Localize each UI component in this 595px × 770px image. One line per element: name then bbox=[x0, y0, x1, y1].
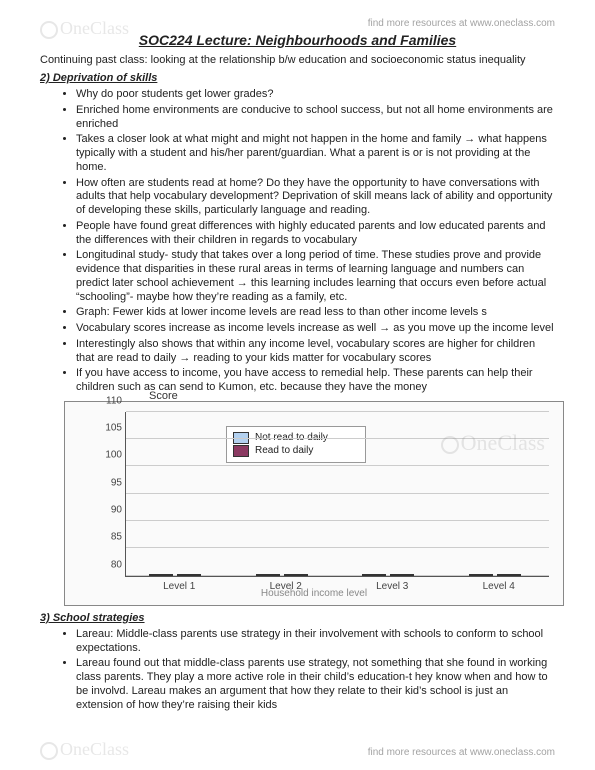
chart-legend: Not read to dailyRead to daily bbox=[226, 426, 366, 463]
chart-gridline bbox=[126, 438, 549, 439]
chart-ytick: 80 bbox=[96, 559, 122, 570]
chart-bar bbox=[390, 574, 414, 576]
list-item: Why do poor students get lower grades? bbox=[76, 88, 555, 102]
chart-x-label: Household income level bbox=[65, 588, 563, 599]
chart-bar bbox=[362, 574, 386, 576]
vocabulary-chart: Score Not read to dailyRead to daily 808… bbox=[64, 401, 564, 606]
chart-legend-item: Read to daily bbox=[233, 445, 359, 457]
section-2-bullets: Why do poor students get lower grades? En… bbox=[40, 88, 555, 395]
list-item: Longitudinal study- study that takes ove… bbox=[76, 249, 555, 304]
chart-bar bbox=[149, 574, 173, 576]
page-title: SOC224 Lecture: Neighbourhoods and Famil… bbox=[40, 32, 555, 48]
chart-plot-area: Not read to dailyRead to daily 808590951… bbox=[125, 412, 549, 577]
chart-ytick: 95 bbox=[96, 477, 122, 488]
resources-link-top: find more resources at www.oneclass.com bbox=[368, 18, 555, 29]
chart-bar bbox=[177, 574, 201, 576]
chart-gridline bbox=[126, 411, 549, 412]
list-item: Interestingly also shows that within any… bbox=[76, 338, 555, 366]
section-3-heading: 3) School strategies bbox=[40, 612, 555, 624]
intro-text: Continuing past class: looking at the re… bbox=[40, 54, 555, 66]
chart-ytick: 85 bbox=[96, 532, 122, 543]
logo-circle-icon bbox=[40, 742, 58, 760]
chart-bar bbox=[469, 574, 493, 576]
chart-ytick: 105 bbox=[96, 423, 122, 434]
legend-swatch-icon bbox=[233, 445, 249, 457]
chart-ytick: 100 bbox=[96, 450, 122, 461]
section-3-bullets: Lareau: Middle-class parents use strateg… bbox=[40, 628, 555, 713]
page: OneClass find more resources at www.onec… bbox=[0, 0, 595, 770]
chart-gridline bbox=[126, 520, 549, 521]
chart-score-label: Score bbox=[149, 390, 178, 402]
chart-bar bbox=[497, 574, 521, 576]
brand-watermark-bottom: OneClass bbox=[40, 739, 129, 760]
list-item: Vocabulary scores increase as income lev… bbox=[76, 322, 555, 336]
chart-gridline bbox=[126, 465, 549, 466]
list-item: If you have access to income, you have a… bbox=[76, 367, 555, 395]
list-item: Graph: Fewer kids at lower income levels… bbox=[76, 306, 555, 320]
chart-gridline bbox=[126, 547, 549, 548]
list-item: How often are students read at home? Do … bbox=[76, 177, 555, 218]
resources-link-bottom: find more resources at www.oneclass.com bbox=[368, 747, 555, 758]
list-item: Enriched home environments are conducive… bbox=[76, 104, 555, 132]
list-item: Lareau: Middle-class parents use strateg… bbox=[76, 628, 555, 656]
list-item: Takes a closer look at what might and mi… bbox=[76, 133, 555, 174]
chart-ytick: 110 bbox=[96, 395, 122, 406]
chart-ytick: 90 bbox=[96, 505, 122, 516]
legend-label: Read to daily bbox=[255, 445, 313, 456]
list-item: People have found great differences with… bbox=[76, 220, 555, 248]
chart-bar bbox=[256, 574, 280, 576]
chart-bar bbox=[284, 574, 308, 576]
list-item: Lareau found out that middle-class paren… bbox=[76, 657, 555, 712]
section-2-heading: 2) Deprivation of skills bbox=[40, 72, 555, 84]
chart-gridline bbox=[126, 493, 549, 494]
